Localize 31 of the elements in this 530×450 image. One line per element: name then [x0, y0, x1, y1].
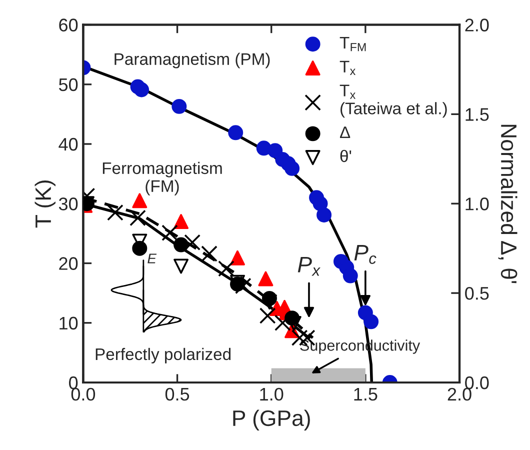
y2-tick-label: 0.0: [465, 376, 489, 390]
x-tick-label: 0.5: [165, 388, 190, 401]
annotation: Paramagnetism (PM): [114, 52, 270, 68]
legend-label: θ': [340, 150, 352, 162]
y2-tick-label: 1.5: [466, 108, 489, 121]
y-tick-label: 50: [58, 78, 78, 92]
x-axis-title: P (GPa): [233, 410, 310, 430]
y2-tick-label: 1.0: [466, 198, 489, 210]
annotation: E: [148, 254, 157, 264]
x-tick-label: 2.0: [448, 388, 472, 401]
y2-axis-title: Normalized Δ, θ': [498, 124, 518, 284]
y-tick-label: 40: [58, 138, 78, 151]
legend-label: T$_{x}$: [340, 60, 356, 75]
y-tick-label: 30: [58, 198, 78, 210]
y-tick-label: 20: [59, 257, 78, 270]
y-tick-label: 60: [59, 18, 78, 32]
x-tick-label: 1.0: [260, 388, 284, 401]
y2-tick-label: 2.0: [465, 18, 489, 32]
legend-label: T$_{FM}$: [340, 36, 366, 52]
legend-label: Δ: [340, 126, 350, 138]
x-tick-label: 1.5: [354, 388, 378, 401]
y-axis-title: T (K): [34, 180, 56, 228]
annotation: P$_{x}$: [298, 256, 320, 276]
annotation: P$_{c}$: [354, 245, 376, 264]
annotation: Ferromagnetism (FM): [102, 162, 222, 196]
annotation: Perfectly polarized: [96, 348, 231, 364]
legend-label: T$_{x}$ (Tateiwa et al.): [340, 84, 447, 118]
y-tick-label: 0: [69, 376, 78, 390]
x-tick-label: 0.0: [71, 388, 96, 401]
y-tick-label: 10: [60, 316, 78, 330]
y2-tick-label: 0.5: [465, 286, 489, 300]
